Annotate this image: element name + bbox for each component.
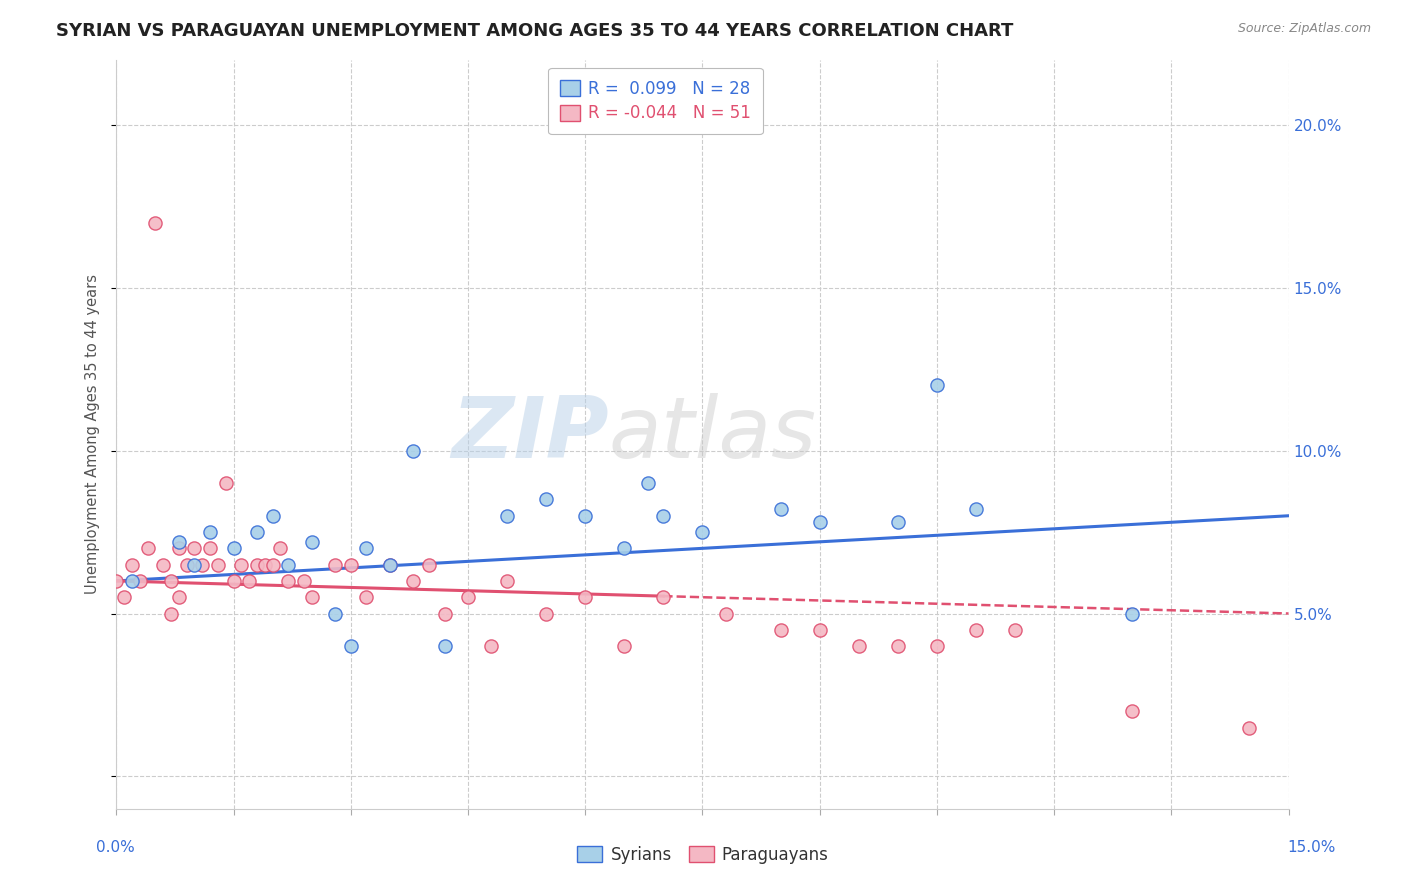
Point	[253, 558, 276, 572]
Point	[574, 508, 596, 523]
Text: 15.0%: 15.0%	[1288, 840, 1336, 855]
Point	[613, 639, 636, 653]
Point	[215, 476, 238, 491]
Point	[339, 558, 361, 572]
Legend: R =  0.099   N = 28, R = -0.044   N = 51: R = 0.099 N = 28, R = -0.044 N = 51	[548, 68, 763, 134]
Point	[238, 574, 260, 588]
Point	[402, 443, 425, 458]
Point	[323, 607, 346, 621]
Point	[269, 541, 291, 556]
Point	[692, 524, 714, 539]
Point	[231, 558, 253, 572]
Point	[652, 591, 675, 605]
Point	[808, 516, 831, 530]
Point	[402, 574, 425, 588]
Point	[198, 541, 221, 556]
Point	[136, 541, 159, 556]
Point	[301, 534, 323, 549]
Point	[222, 541, 245, 556]
Point	[222, 574, 245, 588]
Point	[339, 639, 361, 653]
Point	[574, 591, 596, 605]
Point	[534, 492, 557, 507]
Point	[167, 541, 190, 556]
Point	[128, 574, 150, 588]
Point	[105, 574, 128, 588]
Point	[277, 558, 299, 572]
Point	[378, 558, 401, 572]
Point	[262, 558, 284, 572]
Point	[925, 378, 948, 392]
Point	[887, 516, 910, 530]
Point	[246, 558, 269, 572]
Point	[191, 558, 214, 572]
Point	[183, 541, 205, 556]
Point	[965, 502, 987, 516]
Point	[457, 591, 479, 605]
Point	[301, 591, 323, 605]
Text: atlas: atlas	[609, 392, 817, 475]
Point	[152, 558, 174, 572]
Text: SYRIAN VS PARAGUAYAN UNEMPLOYMENT AMONG AGES 35 TO 44 YEARS CORRELATION CHART: SYRIAN VS PARAGUAYAN UNEMPLOYMENT AMONG …	[56, 22, 1014, 40]
Point	[965, 623, 987, 637]
Point	[1121, 704, 1143, 718]
Point	[887, 639, 910, 653]
Point	[433, 639, 456, 653]
Point	[534, 607, 557, 621]
Text: Source: ZipAtlas.com: Source: ZipAtlas.com	[1237, 22, 1371, 36]
Point	[167, 534, 190, 549]
Point	[925, 639, 948, 653]
Point	[356, 541, 378, 556]
Point	[262, 508, 284, 523]
Point	[769, 502, 792, 516]
Point	[292, 574, 315, 588]
Point	[1121, 607, 1143, 621]
Point	[769, 623, 792, 637]
Point	[1004, 623, 1026, 637]
Point	[481, 639, 503, 653]
Point	[277, 574, 299, 588]
Point	[418, 558, 440, 572]
Point	[207, 558, 229, 572]
Point	[808, 623, 831, 637]
Point	[714, 607, 737, 621]
Point	[246, 524, 269, 539]
Legend: Syrians, Paraguayans: Syrians, Paraguayans	[571, 839, 835, 871]
Point	[176, 558, 198, 572]
Point	[167, 591, 190, 605]
Point	[160, 607, 183, 621]
Point	[378, 558, 401, 572]
Point	[652, 508, 675, 523]
Point	[848, 639, 870, 653]
Point	[160, 574, 183, 588]
Text: 0.0%: 0.0%	[96, 840, 135, 855]
Point	[183, 558, 205, 572]
Text: ZIP: ZIP	[451, 392, 609, 475]
Point	[613, 541, 636, 556]
Y-axis label: Unemployment Among Ages 35 to 44 years: Unemployment Among Ages 35 to 44 years	[86, 275, 100, 594]
Point	[1239, 721, 1261, 735]
Point	[433, 607, 456, 621]
Point	[112, 591, 135, 605]
Point	[496, 574, 519, 588]
Point	[496, 508, 519, 523]
Point	[323, 558, 346, 572]
Point	[143, 215, 166, 229]
Point	[121, 574, 143, 588]
Point	[121, 558, 143, 572]
Point	[356, 591, 378, 605]
Point	[637, 476, 659, 491]
Point	[198, 524, 221, 539]
